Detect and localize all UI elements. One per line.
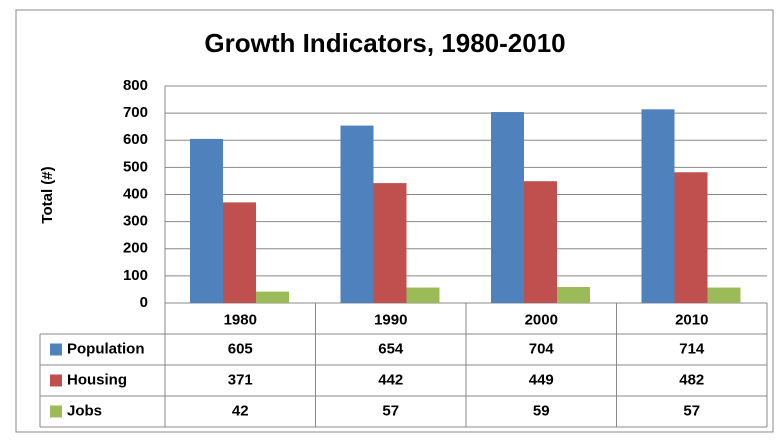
legend-label: Population	[67, 340, 145, 357]
y-tick-label: 300	[123, 213, 148, 230]
bar	[641, 109, 675, 303]
table-value: 371	[228, 371, 253, 388]
bar	[491, 112, 524, 303]
table-value: 449	[529, 371, 554, 388]
bar	[406, 287, 440, 303]
legend-key	[50, 374, 62, 387]
x-tick-label: 2010	[675, 311, 708, 328]
y-tick-label: 500	[123, 158, 148, 175]
table-value: 442	[378, 371, 403, 388]
x-tick-label: 1990	[374, 311, 407, 328]
bar	[190, 138, 223, 303]
table-value: 704	[529, 340, 555, 357]
table-value: 482	[679, 371, 704, 388]
chart-title: Growth Indicators, 1980-2010	[204, 28, 565, 58]
y-tick-label: 800	[123, 77, 148, 94]
bar	[340, 125, 374, 303]
bar	[707, 287, 741, 303]
legend-label: Jobs	[67, 402, 102, 419]
y-tick-label: 600	[123, 131, 148, 148]
table-value: 59	[533, 402, 550, 419]
bar	[557, 286, 590, 303]
legend-key	[50, 343, 62, 356]
y-tick-label: 200	[123, 240, 148, 257]
y-axis-title: Total (#)	[39, 166, 56, 223]
bar	[524, 181, 557, 303]
legend-key	[50, 405, 62, 418]
bar	[223, 202, 256, 303]
table-value: 714	[679, 340, 705, 357]
x-tick-label: 1980	[224, 311, 257, 328]
table-value: 654	[378, 340, 404, 357]
bar	[256, 291, 289, 303]
table-value: 57	[382, 402, 399, 419]
table-value: 42	[232, 402, 249, 419]
y-tick-label: 0	[140, 294, 148, 311]
y-tick-label: 700	[123, 104, 148, 121]
x-tick-label: 2000	[525, 311, 558, 328]
bar	[373, 183, 407, 303]
y-tick-label: 100	[123, 267, 148, 284]
legend-label: Housing	[67, 371, 127, 388]
table-value: 605	[228, 340, 253, 357]
table-value: 57	[683, 402, 700, 419]
bar	[674, 172, 708, 303]
y-tick-label: 400	[123, 185, 148, 202]
